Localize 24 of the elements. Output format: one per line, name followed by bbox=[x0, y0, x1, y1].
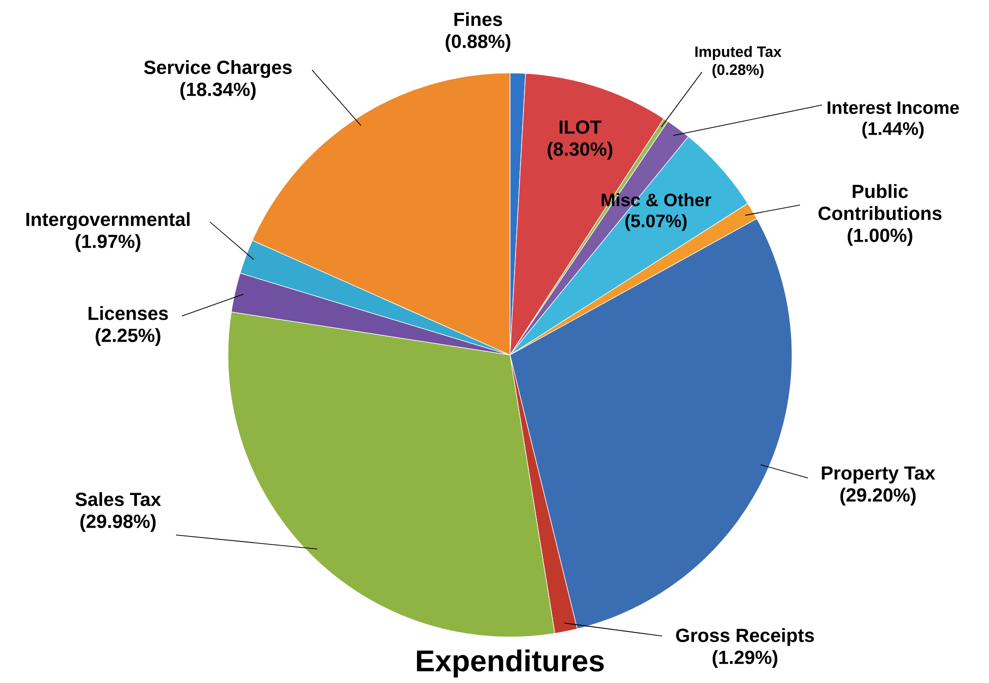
slice-label: Gross Receipts bbox=[676, 628, 814, 646]
data-label: (18.34%) bbox=[180, 82, 256, 100]
slice-label: Fines bbox=[454, 12, 502, 26]
slice-label: Sales Tax bbox=[75, 492, 161, 506]
data-label: (8.30%) bbox=[548, 142, 612, 160]
data-label: (1.97%) bbox=[76, 234, 140, 252]
slice-label: Intergovernmental bbox=[26, 212, 190, 230]
data-label: (1.29%) bbox=[712, 650, 778, 668]
data-label: (5.07%) bbox=[625, 214, 687, 231]
slice-label: Licenses bbox=[88, 306, 168, 320]
data-label: (1.00%) bbox=[848, 228, 912, 246]
data-label: (2.25%) bbox=[96, 328, 160, 346]
slice-label: Interest Income bbox=[828, 101, 959, 114]
data-label: (29.20%) bbox=[840, 488, 916, 506]
data-label: (0.28%) bbox=[712, 64, 764, 78]
data-label: (1.44%) bbox=[862, 122, 924, 139]
slice-label: Public Contributions bbox=[818, 184, 942, 220]
slice-label: Property Tax bbox=[822, 466, 936, 484]
data-label: (29.98%) bbox=[80, 514, 156, 532]
slice-label: Service Charges bbox=[144, 60, 292, 78]
data-label: (0.88%) bbox=[446, 34, 510, 52]
text: Expenditures bbox=[416, 649, 604, 678]
slice-label: Imputed Tax bbox=[695, 46, 782, 60]
slice-label: ILOT bbox=[560, 120, 602, 134]
